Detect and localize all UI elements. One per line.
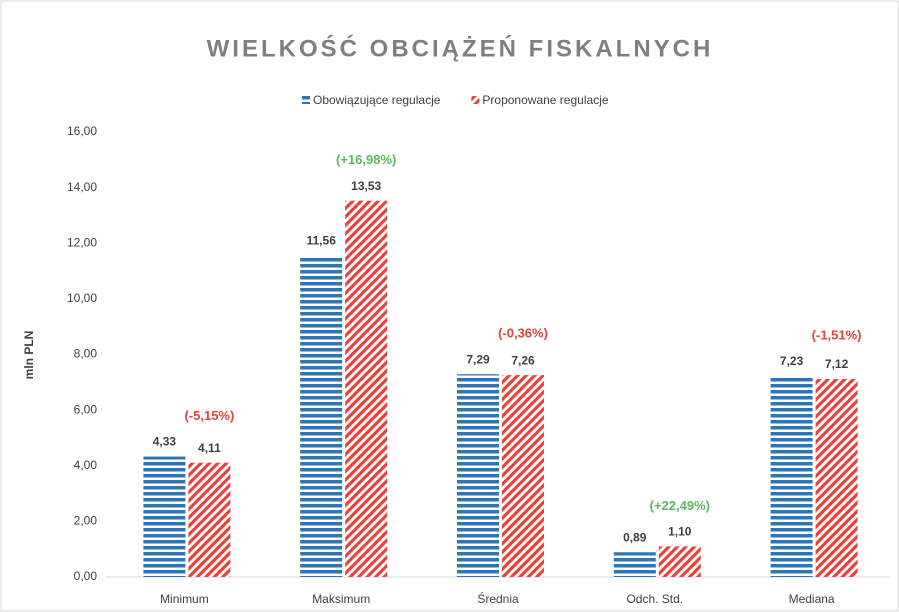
value-label: 11,56 [307, 234, 337, 248]
value-label: 13,53 [351, 179, 381, 193]
y-tick-label: 16,00 [67, 124, 97, 138]
y-tick-label: 8,00 [74, 347, 98, 361]
x-tick-label: Mediana [789, 592, 835, 606]
bar [457, 374, 499, 577]
value-label: 4,33 [153, 435, 177, 449]
value-label: 0,89 [623, 530, 647, 544]
bar [770, 375, 813, 577]
y-tick-label: 4,00 [74, 458, 98, 472]
legend-swatch [471, 96, 480, 104]
legend-label: Obowiązujące regulacje [313, 93, 441, 107]
annotation: (+22,49%) [650, 498, 710, 513]
x-tick-label: Średnia [477, 591, 519, 606]
x-tick-label: Minimum [160, 592, 209, 606]
annotation: (-1,51%) [812, 327, 862, 342]
x-tick-label: Maksimum [312, 592, 370, 606]
value-label: 4,11 [198, 441, 221, 455]
annotation: (-5,15%) [184, 408, 234, 423]
value-label: 7,23 [780, 354, 804, 368]
value-label: 7,26 [511, 353, 535, 367]
x-tick-label: Odch. Std. [626, 592, 683, 606]
y-tick-label: 2,00 [74, 514, 98, 528]
y-tick-label: 6,00 [74, 402, 98, 416]
y-tick-label: 14,00 [67, 180, 97, 194]
annotation: (-0,36%) [498, 326, 548, 341]
y-tick-label: 12,00 [67, 235, 97, 249]
y-tick-label: 0,00 [74, 569, 98, 583]
bar [613, 552, 656, 577]
annotation: (+16,98%) [336, 152, 396, 167]
bar [815, 378, 858, 577]
legend-label: Proponowane regulacje [482, 93, 608, 107]
legend-swatch [302, 96, 310, 104]
y-axis-label: mln PLN [22, 331, 36, 380]
value-label: 7,12 [825, 357, 849, 371]
bar [188, 462, 231, 577]
value-label: 7,29 [466, 352, 490, 366]
bar [502, 375, 544, 577]
bar [143, 456, 186, 577]
bar [658, 546, 701, 577]
chart-title: WIELKOŚĆ OBCIĄŻEŃ FISKALNYCH [207, 34, 714, 62]
y-tick-label: 10,00 [67, 291, 97, 305]
bar [300, 255, 343, 578]
bar [345, 200, 388, 577]
value-label: 1,10 [668, 525, 692, 539]
